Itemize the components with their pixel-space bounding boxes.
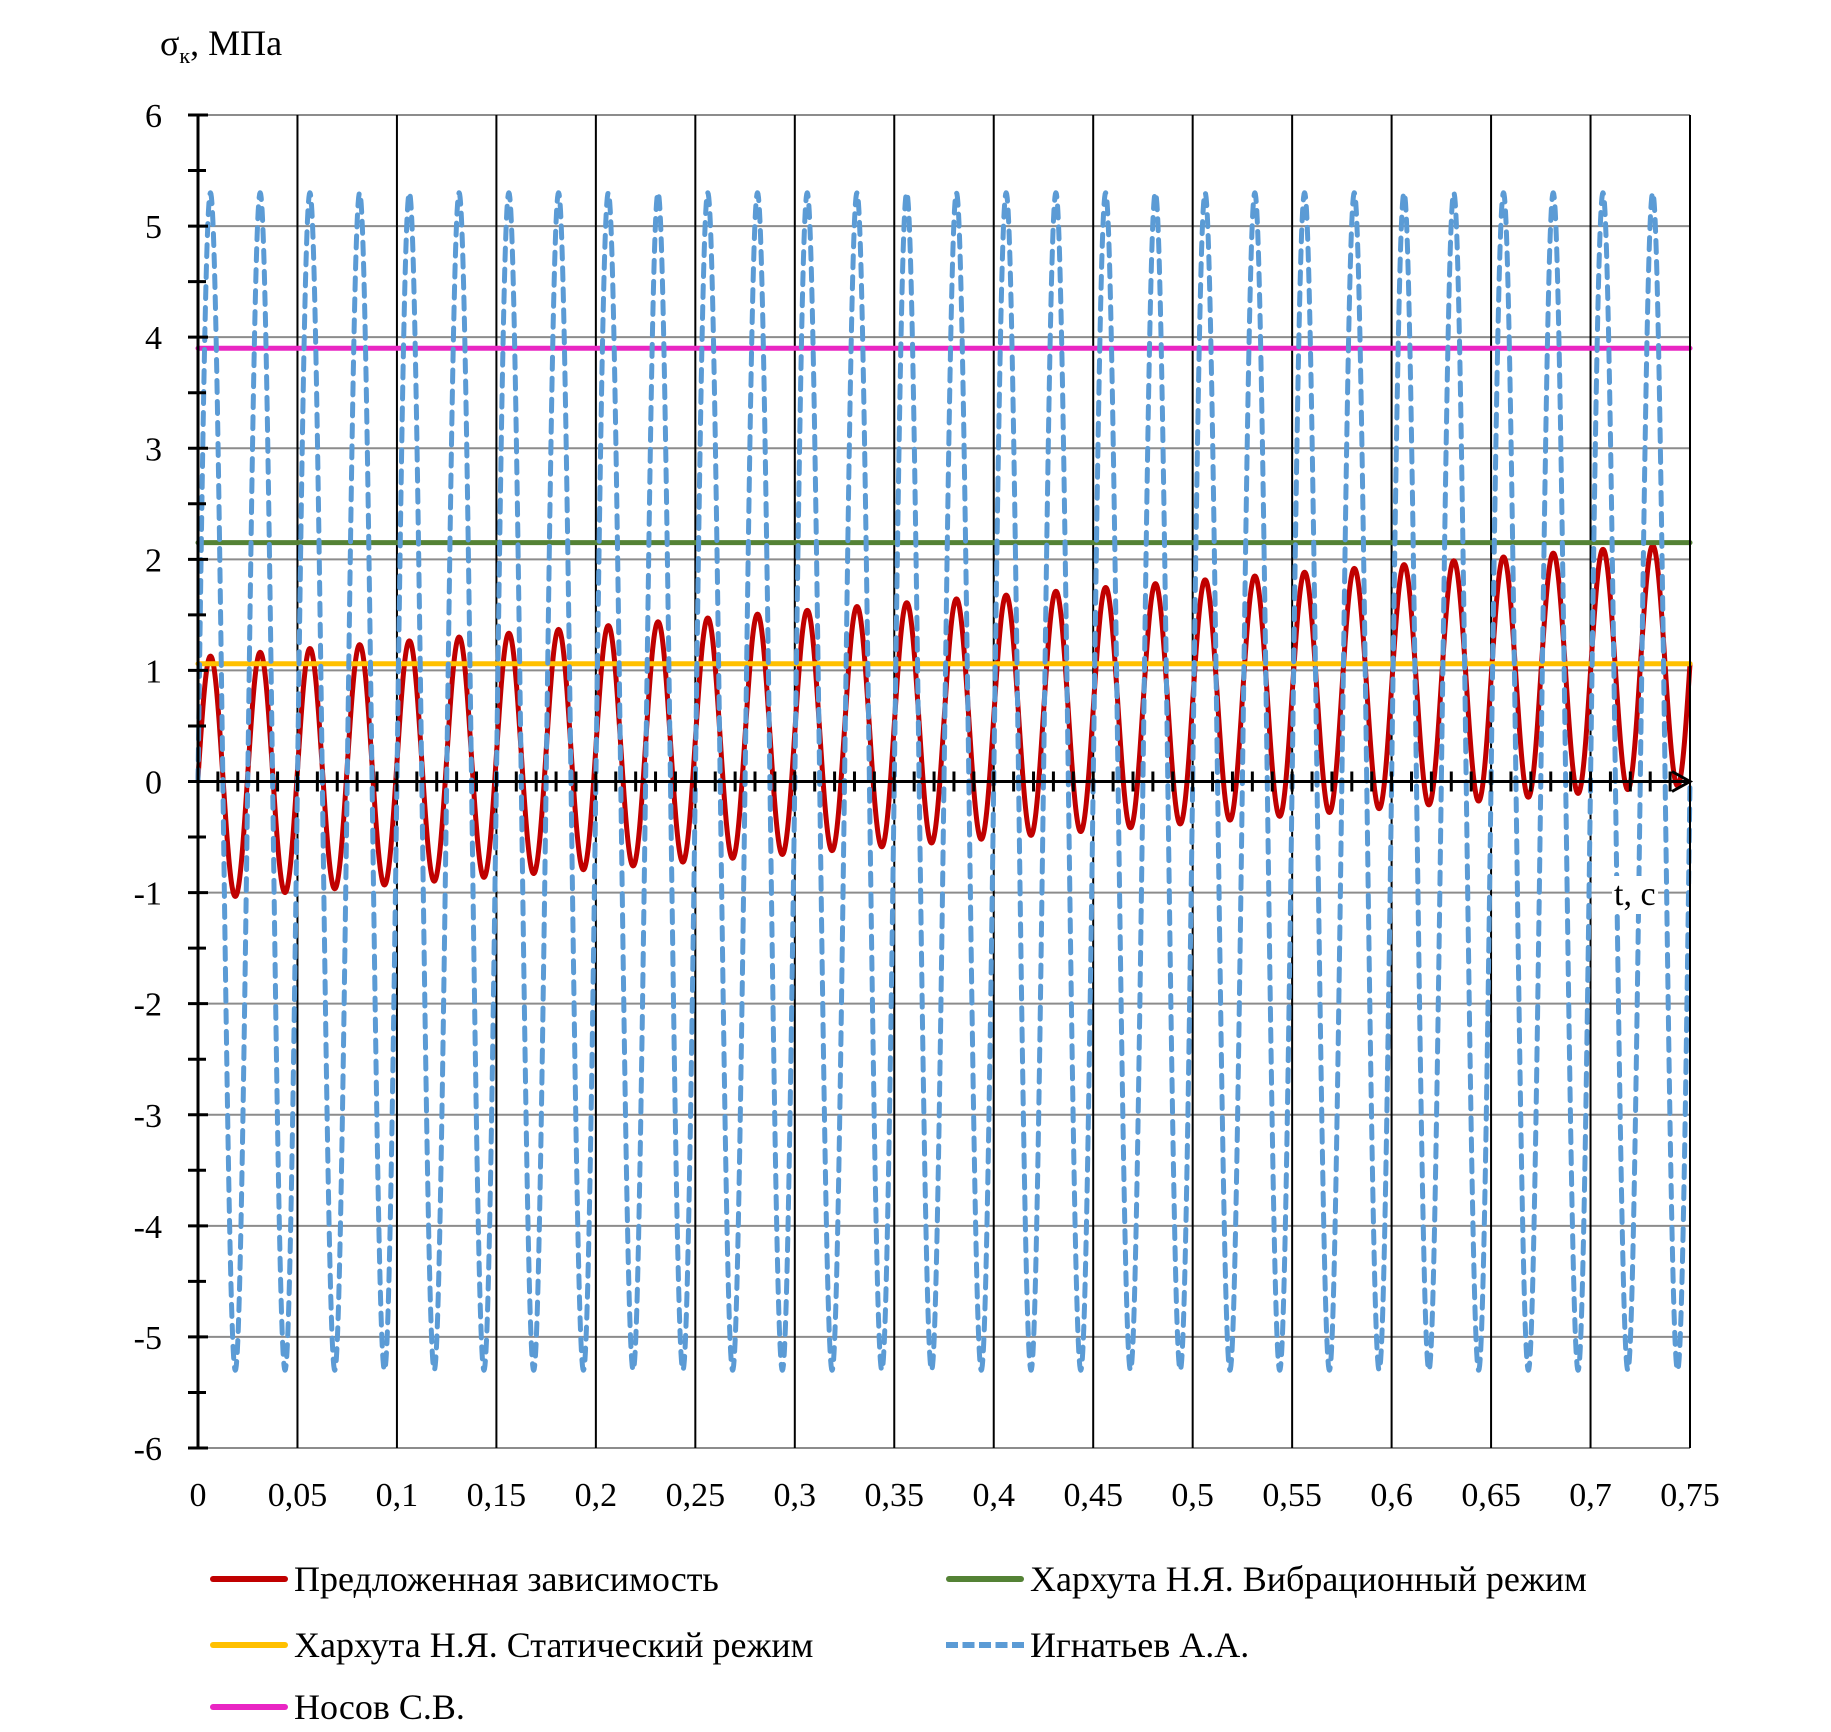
x-tick-label: 0,05 (268, 1477, 328, 1514)
x-tick-label: 0,35 (865, 1477, 925, 1514)
y-axis-title: σк, МПа (160, 22, 282, 69)
legend-item-proposed[interactable]: Предложенная зависимость (210, 1554, 719, 1604)
y-tick-label: -6 (134, 1431, 162, 1468)
legend-swatch-green-line (946, 1576, 1024, 1582)
legend-item-static[interactable]: Хархута Н.Я. Статический режим (210, 1620, 813, 1670)
y-tick-label: 1 (145, 653, 162, 690)
x-tick-label: 0,4 (972, 1477, 1015, 1514)
x-tick-label: 0,55 (1262, 1477, 1322, 1514)
legend-item-ignatiev[interactable]: Игнатьев А.А. (946, 1620, 1249, 1670)
y-axis-unit: , МПа (190, 23, 283, 63)
legend-label: Хархута Н.Я. Вибрационный режим (1030, 1559, 1587, 1599)
x-tick-label: 0,25 (666, 1477, 726, 1514)
y-tick-label: 0 (145, 765, 162, 802)
x-tick-label: 0,75 (1660, 1477, 1720, 1514)
y-tick-label: 6 (145, 98, 162, 135)
y-tick-label: 4 (145, 320, 162, 357)
y-tick-label: -5 (134, 1320, 162, 1357)
legend-label: Хархута Н.Я. Статический режим (294, 1625, 814, 1665)
y-tick-label: -3 (134, 1098, 162, 1135)
x-tick-label: 0,15 (467, 1477, 527, 1514)
legend-swatch-yellow-line (210, 1642, 288, 1648)
x-tick-label: 0,2 (575, 1477, 618, 1514)
y-axis-symbol: σ (160, 23, 180, 63)
y-tick-label: -2 (134, 987, 162, 1024)
x-tick-label: 0,7 (1569, 1477, 1612, 1514)
legend-swatch-magenta-line (210, 1704, 288, 1710)
x-axis-title: t, c (1612, 876, 1658, 914)
x-tick-label: 0,1 (376, 1477, 419, 1514)
y-tick-label: 2 (145, 542, 162, 579)
axes (188, 113, 1694, 1450)
y-tick-label: -4 (134, 1209, 162, 1246)
y-axis-subscript: к (179, 43, 191, 69)
legend-label: Носов С.В. (294, 1687, 465, 1727)
y-tick-label: -1 (134, 876, 162, 913)
tick-labels: 6 5 4 3 2 1 0 -1 -2 -3 -4 -5 -6 0 0,05 0,1 0,15 0,2 0,25 0,… (134, 98, 1720, 1514)
legend-swatch-blue-dashed (946, 1642, 1024, 1648)
x-axis-arrow-icon (1671, 770, 1694, 793)
legend-item-vibration[interactable]: Хархута Н.Я. Вибрационный режим (946, 1554, 1587, 1604)
x-tick-label: 0,65 (1461, 1477, 1521, 1514)
x-tick-label: 0,3 (774, 1477, 817, 1514)
legend-item-nosov[interactable]: Носов С.В. (210, 1682, 465, 1732)
x-tick-label: 0,45 (1063, 1477, 1123, 1514)
legend-swatch-red-line (210, 1576, 288, 1582)
x-tick-label: 0 (190, 1477, 207, 1514)
x-tick-label: 0,5 (1171, 1477, 1214, 1514)
legend-label: Предложенная зависимость (294, 1559, 719, 1599)
y-tick-label: 3 (145, 431, 162, 468)
y-tick-label: 5 (145, 209, 162, 246)
legend-label: Игнатьев А.А. (1030, 1625, 1250, 1665)
x-tick-label: 0,6 (1370, 1477, 1413, 1514)
